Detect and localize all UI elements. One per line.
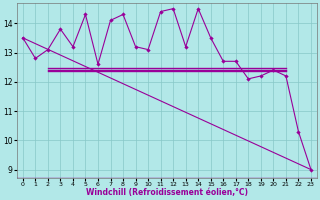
X-axis label: Windchill (Refroidissement éolien,°C): Windchill (Refroidissement éolien,°C) [86,188,248,197]
